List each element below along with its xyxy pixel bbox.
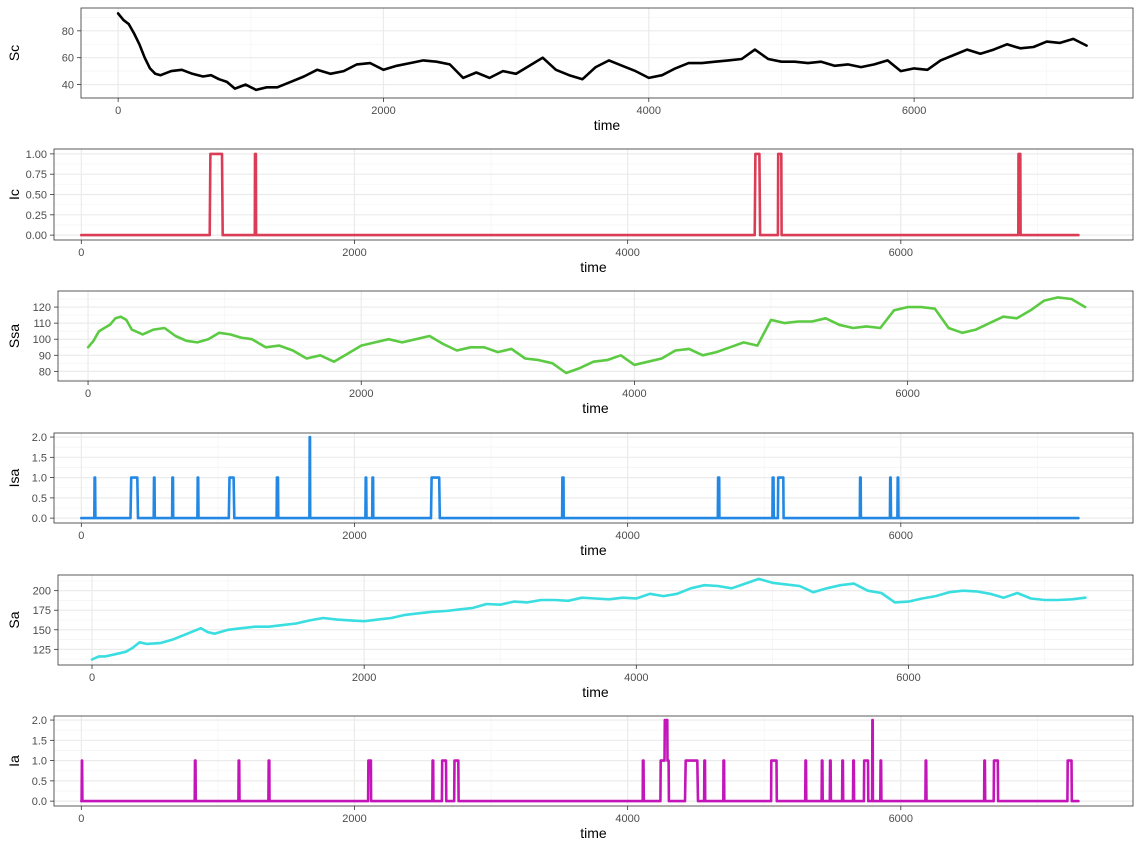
series-line-ia — [80, 718, 1080, 803]
y-tick-label: 1.5 — [32, 735, 47, 747]
panel-ic: 0 2000 4000 6000 0.00 0.25 0.50 0.75 1.00 time Ic — [6, 148, 1134, 275]
x-tick-label: 2000 — [349, 388, 373, 400]
x-tick-label: 2000 — [342, 247, 366, 259]
panel-isa: 0 2000 4000 6000 0.0 0.5 1.0 1.5 2.0 time Isa — [6, 432, 1134, 558]
y-tick-label: 2.0 — [32, 715, 47, 727]
x-tick-label: 6000 — [889, 530, 913, 542]
y-tick-label: 0.25 — [26, 210, 47, 222]
y-tick-label: 120 — [33, 302, 51, 314]
x-tick-label: 4000 — [615, 247, 639, 259]
x-tick-label: 2000 — [342, 530, 366, 542]
panel-border — [57, 574, 1134, 666]
y-tick-label: 200 — [33, 586, 51, 598]
x-tick-label: 0 — [115, 105, 121, 117]
y-tick-label: 40 — [62, 80, 74, 92]
y-tick-label: 0.00 — [26, 230, 47, 242]
x-tick-label: 6000 — [902, 105, 926, 117]
y-tick-label: 2.0 — [32, 432, 47, 444]
series-line-sc — [116, 12, 1088, 92]
y-tick-label: 0.75 — [26, 169, 47, 181]
panel-border — [57, 290, 1134, 382]
y-axis-title: Ia — [6, 755, 22, 767]
series-line-ssa — [86, 296, 1087, 375]
x-tick-label: 0 — [78, 530, 84, 542]
y-tick-label: 150 — [33, 625, 51, 637]
y-axis-title: Sc — [6, 45, 22, 61]
x-axis-title: time — [582, 684, 609, 700]
y-tick-label: 80 — [62, 26, 74, 38]
plot-background — [58, 291, 1133, 381]
y-tick-label: 100 — [33, 334, 51, 346]
y-axis-title: Isa — [6, 468, 22, 487]
x-tick-label: 4000 — [615, 813, 639, 825]
x-tick-label: 4000 — [622, 388, 646, 400]
x-axis-title: time — [580, 825, 607, 841]
x-axis-title: time — [580, 542, 607, 558]
y-tick-label: 0.0 — [32, 513, 47, 525]
y-tick-label: 90 — [39, 350, 51, 362]
y-tick-label: 1.5 — [32, 452, 47, 464]
x-axis-title: time — [594, 117, 621, 133]
y-tick-label: 0.5 — [32, 493, 47, 505]
series-line-ic — [80, 152, 1080, 237]
x-tick-label: 2000 — [352, 672, 376, 684]
x-tick-label: 0 — [78, 247, 84, 259]
y-tick-label: 1.0 — [32, 473, 47, 485]
x-tick-label: 4000 — [615, 530, 639, 542]
panel-border — [53, 715, 1134, 807]
y-tick-label: 0.0 — [32, 796, 47, 808]
y-tick-label: 110 — [33, 318, 51, 330]
panel-sc: 0 2000 4000 6000 40 60 80 time Sc — [6, 7, 1134, 133]
x-tick-label: 6000 — [889, 247, 913, 259]
panel-ssa: 0 2000 4000 6000 80 90 100 110 120 time Ssa — [6, 290, 1134, 416]
panel-ia: 0 2000 4000 6000 0.0 0.5 1.0 1.5 2.0 time Ia — [6, 715, 1134, 841]
x-tick-label: 0 — [78, 813, 84, 825]
series-line-isa — [80, 435, 1080, 520]
x-axis-title: time — [580, 259, 607, 275]
y-axis-title: Ssa — [6, 324, 22, 348]
y-tick-label: 125 — [33, 644, 51, 656]
x-tick-label: 6000 — [895, 388, 919, 400]
y-tick-label: 1.00 — [26, 149, 47, 161]
x-tick-label: 2000 — [342, 813, 366, 825]
y-tick-label: 1.0 — [32, 756, 47, 768]
x-tick-label: 6000 — [896, 672, 920, 684]
x-tick-label: 2000 — [371, 105, 395, 117]
y-tick-label: 175 — [33, 605, 51, 617]
x-tick-label: 0 — [85, 388, 91, 400]
x-tick-label: 4000 — [624, 672, 648, 684]
y-axis-title: Ic — [6, 189, 22, 200]
series-line-sa — [90, 577, 1087, 661]
panel-border — [80, 7, 1134, 99]
y-tick-label: 60 — [62, 53, 74, 65]
y-axis-title: Sa — [6, 611, 22, 628]
y-tick-label: 80 — [39, 366, 51, 378]
panel-border — [53, 432, 1134, 524]
x-tick-label: 0 — [89, 672, 95, 684]
panel-sa: 0 2000 4000 6000 125 150 175 200 time Sa — [6, 574, 1134, 700]
y-tick-label: 0.5 — [32, 776, 47, 788]
x-tick-label: 6000 — [889, 813, 913, 825]
x-tick-label: 4000 — [637, 105, 661, 117]
x-axis-title: time — [582, 400, 609, 416]
y-tick-label: 0.50 — [26, 190, 47, 202]
